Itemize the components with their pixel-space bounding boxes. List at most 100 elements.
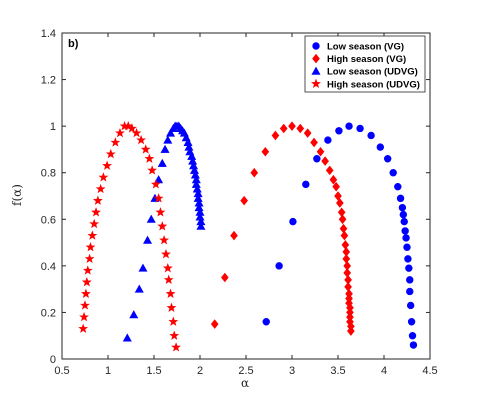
data-point [313, 155, 321, 163]
data-point [406, 276, 414, 284]
data-point [161, 249, 171, 259]
data-point [196, 221, 206, 230]
y-tick-label: 0 [50, 354, 56, 366]
data-point [169, 330, 180, 340]
y-tick-label: 0.4 [41, 261, 56, 273]
data-point [310, 137, 318, 148]
data-point [404, 255, 412, 263]
data-point [324, 136, 332, 144]
x-tick-label: 0.5 [54, 365, 69, 377]
data-point [98, 172, 109, 182]
data-point [329, 174, 338, 185]
data-point [407, 318, 416, 326]
data-point [302, 180, 310, 189]
data-point [110, 137, 121, 147]
x-tick-label: 2 [197, 365, 203, 377]
data-point [150, 179, 161, 189]
data-point [131, 127, 142, 138]
data-point [78, 323, 89, 333]
data-point [279, 123, 288, 134]
legend-marker [311, 66, 321, 75]
series-star-3 [78, 120, 181, 352]
legend-label: Low season (VG) [327, 42, 404, 53]
y-axis-label: f(α) [10, 184, 24, 206]
data-point [160, 144, 170, 153]
data-point [221, 272, 229, 283]
data-point [89, 218, 100, 229]
data-point [95, 183, 106, 194]
data-point [79, 311, 89, 322]
data-point [155, 207, 166, 217]
data-point [92, 195, 103, 205]
series-diamond-1 [210, 121, 355, 336]
data-point [85, 242, 96, 252]
data-point [250, 167, 259, 178]
data-point [162, 263, 173, 273]
data-point [262, 318, 270, 326]
data-point [288, 121, 296, 131]
data-point [157, 158, 167, 167]
data-point [171, 342, 181, 352]
data-point [80, 300, 90, 310]
data-point [166, 128, 176, 137]
data-point [165, 288, 176, 298]
data-point [144, 153, 155, 163]
data-point [338, 214, 347, 225]
data-point [406, 301, 415, 310]
data-point [394, 182, 402, 191]
data-point [143, 235, 153, 244]
data-point [389, 169, 397, 177]
data-point [140, 144, 151, 154]
data-point [400, 217, 408, 226]
data-point [261, 146, 270, 157]
data-point [335, 127, 343, 135]
x-tick-label: 3.5 [330, 365, 345, 377]
data-point [303, 128, 312, 138]
data-point [275, 262, 283, 270]
data-point [383, 155, 392, 163]
data-point [409, 341, 418, 349]
y-tick-label: 0.6 [41, 214, 56, 226]
y-axis: 0 0.2 0.4 0.6 0.8 1 1.2 1.4 [41, 28, 430, 366]
data-point [157, 221, 168, 231]
legend-box [304, 35, 426, 93]
data-point [147, 165, 158, 175]
data-point [168, 316, 179, 326]
y-tick-label: 1.2 [41, 75, 56, 87]
data-point [399, 210, 408, 219]
data-point [367, 131, 375, 140]
data-point [332, 181, 340, 192]
legend-marker [312, 53, 320, 64]
data-point [321, 156, 329, 166]
data-point [210, 319, 219, 329]
data-point [401, 227, 409, 235]
x-tick-label: 2.5 [238, 365, 253, 377]
data-point [240, 195, 248, 206]
y-tick-label: 0.8 [41, 168, 56, 180]
data-point [134, 284, 144, 293]
legend-label: Low season (UDVG) [327, 67, 418, 78]
data-point [345, 122, 353, 130]
data-point [396, 194, 405, 203]
data-point [122, 333, 132, 342]
y-tick-label: 1 [50, 121, 56, 133]
x-tick-label: 4.5 [422, 365, 437, 377]
legend-label: High season (UDVG) [327, 79, 420, 90]
data-point [376, 143, 385, 151]
data-point [334, 191, 342, 201]
data-point [398, 203, 407, 212]
data-point [347, 326, 355, 336]
data-point [129, 310, 139, 319]
data-point [82, 265, 93, 275]
legend: Low season (VG)High season (VG) Low seaso… [304, 35, 426, 93]
data-point [136, 134, 147, 145]
data-point [138, 263, 148, 272]
data-point [340, 230, 349, 241]
data-point [296, 123, 305, 134]
legend-marker [312, 42, 320, 50]
data-point [159, 235, 170, 245]
data-point [81, 277, 92, 287]
plot-area [78, 120, 418, 352]
data-point [166, 302, 177, 312]
